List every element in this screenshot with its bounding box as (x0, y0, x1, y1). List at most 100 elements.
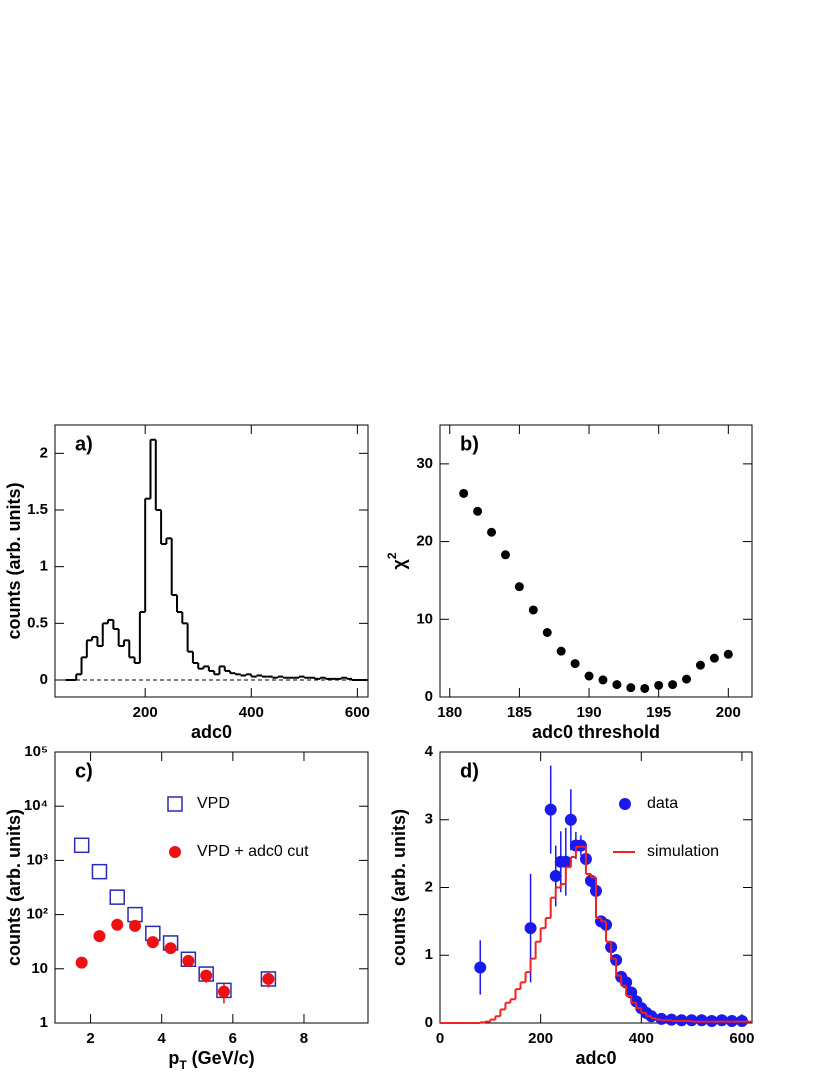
marker (549, 869, 562, 882)
marker (200, 969, 213, 982)
y-tick-label: 2 (40, 444, 48, 461)
x-tick-label: 6 (229, 1030, 237, 1047)
axis-title: counts (arb. units) (4, 809, 24, 966)
x-tick-label: 200 (716, 704, 741, 721)
marker (111, 918, 124, 931)
marker (127, 906, 143, 923)
x-tick-label: 185 (507, 704, 532, 721)
marker (474, 961, 487, 974)
marker (556, 646, 566, 656)
marker (564, 813, 577, 826)
marker (612, 680, 622, 690)
x-tick-label: 195 (646, 704, 671, 721)
y-tick-label: 10² (26, 906, 48, 923)
marker (715, 1014, 728, 1027)
legend-key (619, 798, 631, 810)
axis-title-part: adc0 threshold (532, 722, 660, 742)
marker (262, 972, 275, 985)
x-tick-label: 200 (528, 1030, 553, 1047)
x-tick-label: 2 (86, 1030, 94, 1047)
x-tick-label: 0 (436, 1030, 444, 1047)
plot-frame (439, 424, 753, 698)
y-tick-label: 20 (416, 533, 433, 550)
axis-title-part: adc0 (191, 722, 232, 742)
marker (514, 582, 524, 592)
axis-title: adc0 threshold (532, 722, 660, 742)
panel-label: d) (460, 760, 479, 782)
legend-key (169, 846, 181, 858)
axis-title-part: counts (arb. units) (389, 809, 409, 966)
marker (473, 506, 483, 516)
marker (654, 680, 664, 690)
axis-title-part: (GeV/c) (187, 1048, 255, 1068)
marker (129, 919, 142, 932)
marker (500, 550, 510, 560)
marker (528, 605, 538, 615)
axis-title-part: counts (arb. units) (4, 809, 24, 966)
panel-label: a) (75, 433, 93, 455)
marker (109, 889, 125, 905)
x-tick-label: 4 (158, 1030, 167, 1047)
y-tick-label: 0 (425, 688, 433, 705)
axis-title: counts (arb. units) (389, 809, 409, 966)
marker (164, 942, 177, 955)
y-tick-label: 0 (40, 671, 48, 688)
y-tick-label: 2 (425, 878, 433, 895)
axis-title: counts (arb. units) (4, 482, 24, 639)
x-tick-label: 400 (239, 704, 264, 721)
y-tick-label: 4 (425, 743, 434, 760)
panel-label: c) (75, 760, 93, 782)
marker (584, 671, 594, 681)
marker (695, 1014, 708, 1027)
axis-title: pT (GeV/c) (168, 1048, 254, 1072)
marker (668, 680, 678, 690)
y-tick-label: 10³ (26, 851, 48, 868)
legend-label: simulation (647, 843, 719, 860)
axis-title: adc0 (191, 722, 232, 742)
legend-label: data (647, 795, 678, 812)
y-tick-label: 1 (425, 946, 433, 963)
y-tick-label: 10 (416, 610, 433, 627)
marker (182, 954, 195, 967)
marker (544, 803, 557, 816)
y-tick-label: 0.5 (27, 614, 48, 631)
marker (75, 956, 88, 969)
marker (695, 660, 705, 670)
marker (73, 837, 90, 854)
y-tick-label: 1 (40, 1014, 48, 1031)
marker (93, 930, 106, 943)
x-tick-label: 600 (729, 1030, 754, 1047)
y-tick-label: 30 (416, 455, 433, 472)
axis-title-part: T (179, 1058, 187, 1072)
legend-label: VPD + adc0 cut (197, 843, 309, 860)
y-tick-label: 3 (425, 811, 433, 828)
axis-title-part: counts (arb. units) (4, 482, 24, 639)
axis-title-part: adc0 (575, 1048, 616, 1068)
y-tick-label: 10⁴ (24, 797, 48, 814)
x-tick-label: 180 (437, 704, 462, 721)
marker (709, 653, 719, 663)
axis-title: χ2 (385, 552, 409, 569)
x-tick-label: 600 (345, 704, 370, 721)
marker (574, 839, 587, 852)
plot-frame (54, 424, 369, 698)
plot-frame (54, 751, 369, 1024)
marker (559, 855, 572, 868)
y-tick-label: 0 (425, 1014, 433, 1031)
x-tick-label: 400 (629, 1030, 654, 1047)
marker (459, 488, 469, 498)
legend-label: VPD (197, 795, 230, 812)
axis-title-part: 2 (385, 552, 399, 559)
marker (626, 683, 636, 693)
marker (598, 675, 608, 685)
axis-title-part: p (168, 1048, 179, 1068)
marker (723, 649, 733, 659)
marker (682, 674, 692, 684)
marker (542, 627, 552, 637)
marker (487, 527, 497, 537)
panel-label: b) (460, 433, 479, 455)
axis-title: adc0 (575, 1048, 616, 1068)
x-tick-label: 190 (577, 704, 602, 721)
marker (91, 863, 108, 880)
